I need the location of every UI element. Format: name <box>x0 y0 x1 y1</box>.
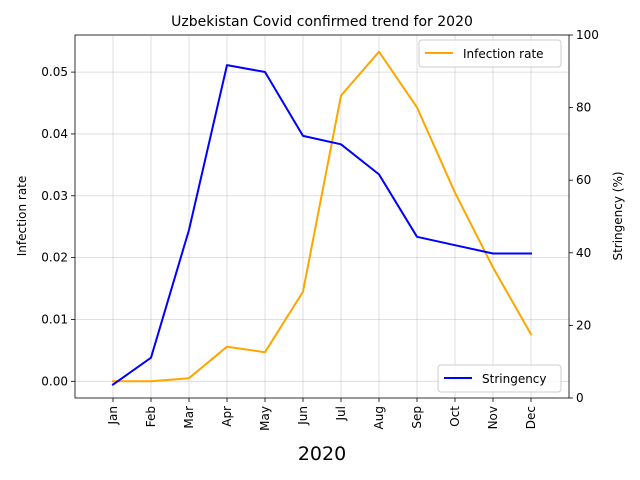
right-y-axis: 0 20 40 60 80 100 <box>569 28 599 405</box>
x-tick-label: Mar <box>182 406 196 429</box>
legend-label-stringency: Stringency <box>482 372 547 386</box>
x-tick-label: Jan <box>106 406 120 426</box>
right-y-tick-label: 80 <box>576 101 591 115</box>
right-y-tick-label: 100 <box>576 28 599 42</box>
left-y-tick-label: 0.03 <box>41 189 68 203</box>
x-tick-label: May <box>258 406 272 431</box>
x-axis: Jan Feb Mar Apr May Jun Jul Aug Sep Oct Nov Dec <box>106 398 538 431</box>
right-y-tick-label: 40 <box>576 246 591 260</box>
grid <box>75 35 569 398</box>
legend-box <box>437 364 562 393</box>
legend-box <box>418 39 562 68</box>
x-tick-label: Jun <box>296 406 310 426</box>
x-tick-label: Jul <box>334 406 348 421</box>
legend-label-infection-rate: Infection rate <box>463 47 544 61</box>
left-y-tick-label: 0.01 <box>41 312 68 326</box>
x-tick-label: Sep <box>410 406 424 429</box>
right-y-axis-title: Stringency (%) <box>611 171 625 260</box>
left-y-tick-label: 0.05 <box>41 65 68 79</box>
x-axis-title: 2020 <box>298 443 346 465</box>
legend-stringency: Stringency <box>437 364 562 393</box>
x-tick-label: Oct <box>448 406 462 427</box>
x-tick-label: Aug <box>372 406 386 429</box>
series-line-infection-rate <box>112 50 533 383</box>
plot-frame <box>74 34 570 399</box>
x-tick-label: Dec <box>524 406 538 429</box>
legend-infection-rate: Infection rate <box>418 39 562 68</box>
x-tick-label: Nov <box>486 406 500 429</box>
chart-title: Uzbekistan Covid confirmed trend for 202… <box>171 14 473 30</box>
series-line-stringency <box>111 64 532 386</box>
left-y-axis-title: Infection rate <box>15 176 29 257</box>
right-y-tick-label: 20 <box>576 318 591 332</box>
left-y-tick-label: 0.02 <box>41 251 68 265</box>
right-y-tick-label: 60 <box>576 173 591 187</box>
series-lines <box>111 50 533 386</box>
left-y-tick-label: 0.00 <box>41 374 68 388</box>
right-y-tick-label: 0 <box>576 391 584 405</box>
left-y-tick-label: 0.04 <box>41 127 68 141</box>
x-tick-label: Apr <box>220 406 234 427</box>
x-tick-label: Feb <box>144 406 158 427</box>
left-y-axis: 0.00 0.01 0.02 0.03 0.04 0.05 <box>41 65 75 388</box>
